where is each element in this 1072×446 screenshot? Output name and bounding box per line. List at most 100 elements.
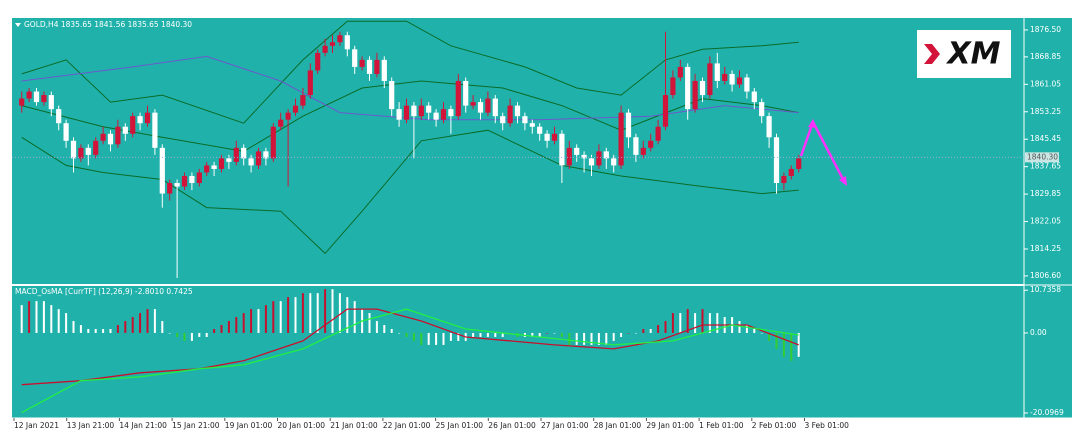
candle-body — [611, 158, 617, 166]
candle-body — [662, 95, 669, 127]
candle-body — [292, 105, 299, 113]
x-tick-label: 3 Feb 01:00 — [805, 421, 850, 430]
candle-body — [100, 133, 106, 141]
histogram-bar — [242, 313, 245, 333]
histogram-bar — [383, 325, 386, 333]
histogram-bar — [131, 317, 134, 333]
histogram-bar — [597, 332, 600, 345]
candle-body — [107, 133, 114, 145]
histogram-bar — [20, 305, 23, 333]
candle-body — [426, 105, 432, 113]
histogram-bar — [102, 328, 105, 333]
candle-body — [633, 137, 639, 155]
candle-body — [344, 35, 350, 50]
candle-body — [78, 147, 84, 159]
logo-mark — [924, 44, 940, 64]
histogram-bar — [642, 328, 645, 333]
candle-body — [189, 175, 195, 184]
histogram-bar — [560, 332, 563, 337]
histogram-bar — [287, 297, 290, 333]
candle-body — [322, 45, 328, 53]
x-tick-label: 14 Jan 21:00 — [119, 421, 167, 430]
histogram-bar — [605, 332, 608, 345]
histogram-bar — [65, 313, 68, 333]
candle-body — [625, 112, 632, 138]
current-price-label: 1840.30 — [1027, 152, 1058, 161]
histogram-bar — [272, 301, 275, 333]
histogram-bar — [694, 313, 697, 333]
candle-body — [500, 116, 506, 124]
histogram-bar — [620, 332, 623, 337]
candle-body — [403, 105, 410, 120]
candle-body — [255, 151, 262, 166]
menu-triangle — [15, 23, 21, 27]
candle-body — [263, 151, 269, 159]
histogram-bar — [442, 332, 445, 345]
histogram-bar — [472, 332, 475, 337]
x-tick-label: 20 Jan 01:00 — [278, 421, 326, 430]
candle-body — [315, 52, 321, 71]
histogram-bar — [301, 293, 304, 333]
histogram-bar — [405, 332, 408, 337]
x-tick-label: 26 Jan 01:00 — [488, 421, 536, 430]
candle-body — [270, 126, 276, 159]
candle-body — [204, 165, 210, 173]
candle-body — [433, 112, 439, 120]
candle-body — [773, 137, 780, 184]
histogram-bar — [353, 301, 356, 333]
candle-body — [48, 95, 54, 110]
histogram-bar — [109, 328, 112, 333]
histogram-bar — [324, 289, 327, 333]
histogram-bar — [279, 301, 282, 333]
candle-body — [596, 151, 602, 166]
candle-body — [648, 140, 654, 148]
candle-body — [566, 147, 572, 166]
histogram-bar — [331, 289, 334, 333]
candle-body — [233, 147, 239, 162]
histogram-bar — [649, 328, 652, 333]
histogram-bar — [176, 332, 179, 337]
histogram-bar — [190, 332, 193, 341]
candle-body — [122, 126, 128, 134]
histogram-bar — [745, 325, 748, 333]
candle-body — [144, 112, 151, 124]
candle-body — [211, 165, 217, 169]
histogram-bar — [368, 313, 371, 333]
histogram-bar — [479, 332, 482, 337]
candle-body — [477, 102, 484, 113]
arrow-head — [839, 176, 847, 186]
x-tick-label: 13 Jan 21:00 — [67, 421, 115, 430]
x-tick-label: 29 Jan 01:00 — [646, 421, 694, 430]
candle-body — [603, 151, 609, 159]
histogram-bar — [94, 328, 97, 333]
x-tick-label: 15 Jan 21:00 — [172, 421, 220, 430]
candle-body — [241, 147, 247, 159]
x-tick-label: 22 Jan 01:00 — [383, 421, 431, 430]
candle-body — [411, 105, 417, 117]
candle-body — [226, 158, 232, 162]
candle-body — [448, 109, 454, 117]
histogram-bar — [35, 301, 38, 333]
candle-body — [507, 105, 513, 124]
candle-body — [352, 49, 358, 67]
histogram-bar — [87, 328, 90, 333]
histogram-bar — [797, 332, 800, 357]
y-tick-label: 1868.85 — [1030, 52, 1061, 61]
histogram-bar — [420, 332, 423, 345]
indicator-line — [21, 20, 799, 124]
candle-body — [337, 35, 343, 43]
candle-body — [618, 112, 624, 166]
candle-body — [63, 123, 69, 141]
histogram-bar — [235, 317, 238, 333]
histogram-bar — [257, 309, 260, 333]
candle-body — [285, 112, 291, 120]
histogram-bar — [42, 301, 45, 333]
histogram-bar — [116, 325, 119, 333]
y-tick-label: 1814.25 — [1030, 244, 1061, 253]
histogram-bar — [183, 332, 186, 341]
histogram-bar — [57, 309, 60, 333]
histogram-bar — [227, 321, 230, 333]
histogram-bar — [309, 293, 312, 333]
y-tick-label: -20.0969 — [1030, 408, 1064, 417]
